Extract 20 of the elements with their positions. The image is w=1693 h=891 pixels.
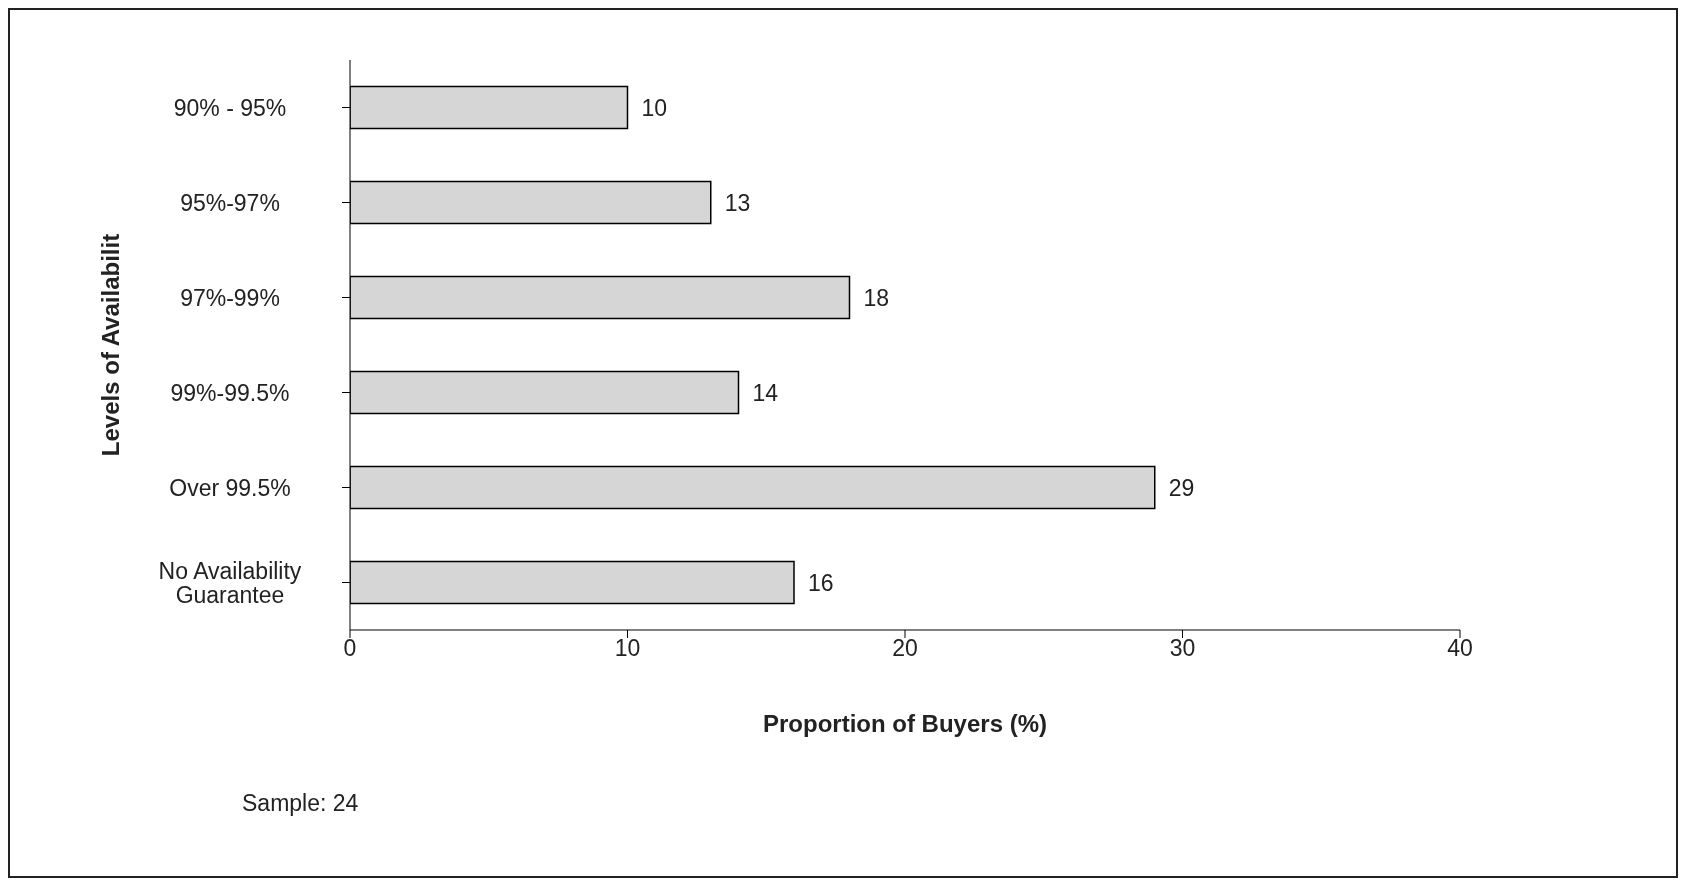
x-tick-label: 30 (1169, 635, 1196, 662)
y-tick-label: 90% - 95% (173, 94, 287, 121)
x-tick-label: 20 (892, 635, 918, 662)
data-label: 13 (724, 189, 751, 216)
y-tick-label: 99%-99.5% (170, 379, 290, 406)
x-tick-label: 40 (1447, 635, 1473, 662)
y-tick-label: 97%-99% (180, 284, 280, 311)
text: Sample: 24 (242, 790, 359, 817)
data-label: 14 (752, 379, 779, 406)
x-tick-label: 0 (343, 635, 357, 662)
y-tick-label: 95%-97% (180, 189, 280, 216)
y-tick-label: Over 99.5% (169, 474, 291, 501)
y-axis-title: Levels of Availabilit (96, 233, 124, 457)
data-label: 18 (863, 284, 890, 311)
data-label: 10 (641, 94, 668, 121)
x-tick-label: 10 (614, 635, 641, 662)
data-label: 29 (1168, 474, 1195, 501)
data-label: 16 (808, 569, 834, 596)
y-tick-label: No Availability Guarantee (158, 557, 302, 608)
x-axis-title: Proportion of Buyers (%) (762, 710, 1048, 737)
